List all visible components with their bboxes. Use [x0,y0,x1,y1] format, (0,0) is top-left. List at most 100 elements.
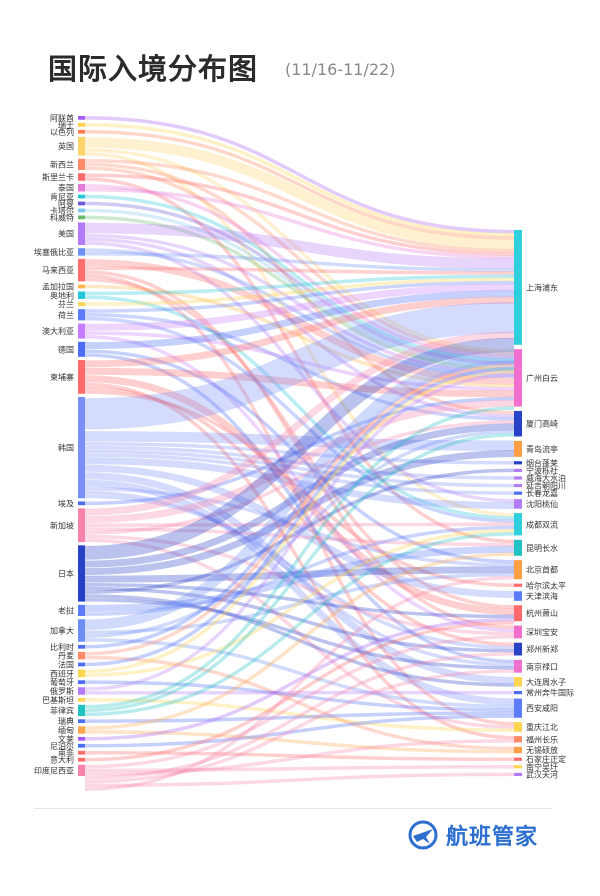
source-node [78,651,85,660]
sankey-link [84,522,515,527]
sankey-link [84,353,515,664]
sankey-link [84,575,515,791]
source-label: 比利时 [50,642,74,652]
source-label: 南非 [58,748,74,758]
sankey-link [84,638,515,709]
sankey-link [84,375,515,616]
source-node [78,173,85,181]
sankey-link [84,527,515,547]
target-label: 威海大水泊 [526,473,566,483]
source-node [78,726,85,734]
sankey-link [84,166,515,415]
target-label: 长春龙嘉 [526,488,558,498]
sankey-link [84,137,515,250]
source-label: 奥地利 [50,290,74,300]
target-label: 石家庄正定 [526,754,566,764]
source-node [78,757,85,762]
target-node [514,642,522,656]
sankey-link [84,450,515,576]
target-label: 杭州萧山 [526,608,558,618]
plane-logo-icon [408,820,438,850]
sankey-link [84,363,515,656]
sankey-link [84,538,515,729]
sankey-link [84,445,515,480]
sankey-link [84,457,515,509]
source-node [78,360,85,394]
sankey-link [84,296,515,368]
sankey-link [84,655,515,751]
source-label: 俄罗斯 [50,686,74,696]
source-node [78,669,85,678]
source-node [78,750,85,755]
source-node [78,323,85,339]
sankey-link [84,366,515,667]
target-node [514,230,522,345]
sankey-link [84,284,515,388]
source-node [78,545,85,602]
target-node [514,765,522,769]
source-node [78,644,85,649]
sankey-link [84,528,515,677]
sankey-link [84,360,515,649]
source-node [78,619,85,642]
source-label: 加拿大 [50,625,74,635]
source-node [78,508,85,543]
source-label: 意大利 [50,755,74,765]
source-node [78,129,85,134]
sankey-link [84,335,515,633]
sankey-link [84,302,515,430]
sankey-link [84,582,515,619]
source-label: 卡塔尔 [50,205,74,215]
sankey-link [84,386,515,647]
sankey-link [84,123,515,237]
sankey-link [84,487,515,567]
source-node [78,687,85,695]
sankey-link [84,290,515,350]
sankey-link [84,184,515,359]
sankey-link [84,277,515,609]
source-node [78,183,85,192]
source-label: 巴基斯坦 [42,695,74,705]
target-label: 大连周水子 [526,677,566,687]
sankey-link [84,621,515,762]
sankey-link [84,586,515,653]
sankey-link [84,331,515,391]
sankey-link [84,552,515,730]
target-node [514,513,522,536]
sankey-link [84,399,515,524]
sankey-link [84,545,515,613]
sankey-link [84,248,515,379]
sankey-link [84,367,515,398]
sankey-link [84,313,515,421]
source-label: 老挝 [58,605,74,615]
sankey-labels: 阿联酋瑞士以色列英国新西兰斯里兰卡泰国肯尼亚阿曼卡塔尔科威特美国埃塞俄比亚马来西… [34,113,574,780]
sankey-link [84,233,515,375]
sankey-link [84,652,515,780]
source-node [78,222,85,245]
sankey-link [84,295,515,520]
source-node [78,122,85,127]
target-label: 深圳宝安 [526,627,558,637]
source-label: 丹麦 [58,651,74,661]
sankey-link [84,750,515,761]
source-node [78,704,85,717]
source-label: 英国 [58,141,74,151]
sankey-link [84,148,515,353]
source-label: 澳大利亚 [42,326,74,336]
sankey-link [84,669,515,784]
sankey-link [84,468,515,594]
target-label: 昆明长水 [526,543,558,553]
target-label: 宁波栎社 [526,465,558,475]
sankey-link [84,350,515,631]
source-label: 阿曼 [58,199,74,208]
source-node [78,158,85,171]
target-label: 沈阳桃仙 [526,499,558,509]
source-label: 泰国 [58,183,74,193]
source-node [78,258,85,282]
sankey-link [84,259,515,385]
sankey-link [84,597,515,670]
sankey-link [84,698,515,732]
source-label: 新加坡 [50,520,74,530]
sankey-link [84,566,515,583]
target-node [514,440,522,457]
